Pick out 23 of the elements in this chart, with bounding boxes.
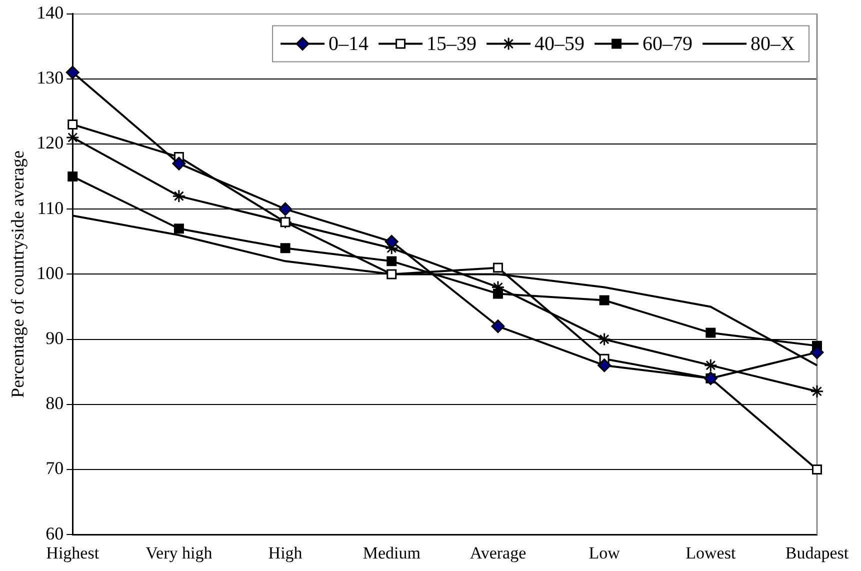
- x-tick-label: Average: [470, 543, 526, 562]
- x-tick-label: Highest: [46, 543, 100, 562]
- x-tick-label: Very high: [146, 543, 213, 562]
- legend-label: 15–39: [426, 33, 477, 56]
- y-tick-label: 100: [36, 262, 64, 283]
- legend-label: 80–X: [750, 33, 796, 56]
- y-tick-label: 110: [37, 198, 64, 218]
- y-tick-label: 70: [46, 458, 64, 478]
- x-tick-label: Medium: [362, 543, 420, 562]
- x-tick-label: Lowest: [686, 543, 736, 562]
- y-tick-label: 140: [36, 2, 64, 23]
- y-tick-label: 130: [36, 68, 64, 88]
- legend-label: 60–79: [642, 33, 693, 56]
- x-tick-label: Budapest: [785, 543, 849, 562]
- y-tick-label: 120: [36, 132, 64, 153]
- y-tick-label: 80: [46, 393, 64, 414]
- legend-label: 0–14: [328, 33, 369, 56]
- x-tick-label: High: [268, 543, 303, 562]
- y-tick-label: 60: [46, 523, 64, 544]
- x-tick-label: Low: [588, 543, 621, 562]
- legend-label: 40–59: [534, 33, 585, 56]
- y-axis-title: Percentage of countryside average: [8, 150, 28, 398]
- y-tick-label: 90: [46, 328, 64, 348]
